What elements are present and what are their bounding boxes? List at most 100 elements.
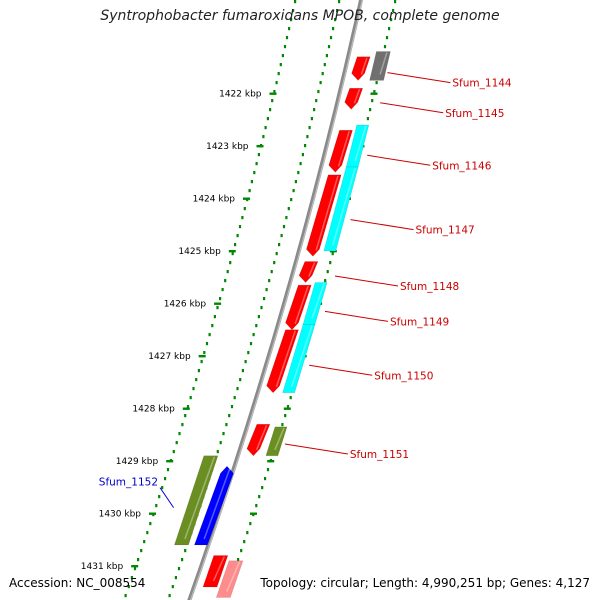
rail-dot: [277, 72, 280, 76]
rail-dot: [255, 162, 258, 166]
rail-dot: [216, 306, 219, 310]
rail-dot: [299, 162, 302, 166]
rail-dot: [281, 54, 284, 58]
rail-dot: [326, 270, 329, 274]
feature-olive-6: [173, 455, 219, 546]
gene-sfum_1148-shine: [308, 262, 316, 277]
gene-sfum_1149: [285, 284, 312, 331]
rail-dot: [275, 81, 278, 85]
rail-dot: [241, 216, 244, 220]
gene-sfum_1151-shine: [255, 425, 268, 451]
gene-sfum_1145-shine: [353, 89, 361, 104]
rail-dot: [234, 243, 237, 247]
rail-dot: [281, 423, 284, 427]
ruler-tick: [256, 145, 264, 148]
rail-dot: [285, 216, 288, 220]
rail-dot: [323, 63, 326, 67]
rail-dot: [216, 450, 219, 454]
rail-dot: [373, 90, 376, 94]
rail-dot: [283, 45, 287, 49]
ruler-tick-right: [370, 92, 378, 95]
rail-dot: [332, 27, 335, 31]
gene-sfum_1144: [351, 56, 371, 81]
ruler-tick-label: 1426 kbp: [164, 300, 207, 310]
label-sfum_1149: Sfum_1149: [390, 316, 449, 328]
rail-dot: [257, 153, 260, 157]
rail-dot: [327, 45, 331, 49]
rail-dot: [321, 72, 324, 76]
ruler-tick-right: [283, 407, 291, 410]
label-sfum_1152: Sfum_1152: [99, 477, 158, 489]
feature-red-7-shine: [212, 556, 225, 582]
ruler-tick: [149, 512, 156, 515]
rail-dot: [313, 108, 316, 112]
leader-sfum_1150: [309, 364, 373, 376]
backbone-highlight: [189, 0, 363, 600]
ruler-tick: [198, 355, 206, 358]
ruler-tick: [166, 460, 174, 463]
rail-dot: [260, 306, 263, 310]
gene-sfum_1147-shine: [315, 175, 339, 251]
gene-sfum_1146-shine: [337, 131, 350, 167]
feature-cyan-4-shine: [290, 325, 313, 388]
ruler-tick-label: 1431 kbp: [81, 562, 124, 572]
feature-gray-0-shine: [379, 52, 388, 75]
rail-dot: [149, 522, 152, 526]
rail-dot: [317, 90, 320, 94]
rail-dot: [127, 585, 130, 589]
accession-text: Accession: NC_008554: [9, 576, 146, 590]
rail-dot: [301, 153, 304, 157]
rail-dot: [174, 576, 177, 580]
rail-dot: [278, 243, 281, 247]
rail-dot: [324, 279, 327, 283]
leader-sfum_1151: [284, 443, 348, 455]
rail-dot: [289, 396, 292, 400]
ruler-tick: [228, 250, 236, 253]
rail-dot: [249, 522, 252, 526]
ruler-tick: [131, 565, 139, 568]
rail-dot: [208, 333, 211, 337]
rail-dot: [211, 324, 214, 328]
rail-dot: [184, 414, 187, 418]
rail-dot: [269, 108, 272, 112]
rail-dot: [224, 279, 227, 283]
topology-text: Topology: circular; Length: 4,990,251 bp…: [260, 576, 590, 590]
rail-dot: [205, 342, 209, 346]
rail-dot: [375, 81, 378, 85]
ruler-tick-right: [329, 250, 337, 253]
rail-dot: [177, 567, 181, 571]
rail-dot: [287, 207, 290, 211]
rail-dot: [282, 225, 286, 229]
rail-dot: [271, 99, 274, 103]
rail-dot: [197, 369, 200, 373]
rail-dot: [158, 495, 161, 499]
label-sfum_1145: Sfum_1145: [445, 108, 504, 120]
rail-dot: [288, 27, 291, 31]
rail-dot: [219, 441, 222, 445]
feature-olive-5: [265, 426, 288, 457]
rail-dot: [334, 18, 337, 22]
rail-dot: [273, 261, 276, 265]
rail-dot: [325, 54, 328, 58]
gene-sfum_1146: [328, 130, 353, 173]
rail-dot: [264, 477, 267, 481]
rail-dot: [262, 135, 265, 139]
ruler-tick: [182, 407, 190, 410]
rail-dot: [292, 189, 295, 193]
label-sfum_1144: Sfum_1144: [452, 78, 512, 90]
rail-dot: [338, 0, 341, 4]
rail-dot: [265, 288, 268, 292]
leader-sfum_1148: [334, 275, 399, 287]
feature-cyan-4: [282, 324, 316, 394]
rail-dot: [388, 27, 391, 31]
rail-dot: [239, 378, 242, 382]
rail-dot: [244, 360, 247, 364]
rail-dot: [219, 297, 222, 301]
rail-dot: [315, 99, 318, 103]
ruler-tick-right: [267, 460, 275, 463]
rail-dot: [390, 18, 393, 22]
rail-dot: [221, 288, 224, 292]
rail-dot: [186, 405, 190, 409]
rail-dot: [133, 567, 137, 571]
rail-dot: [292, 9, 295, 13]
